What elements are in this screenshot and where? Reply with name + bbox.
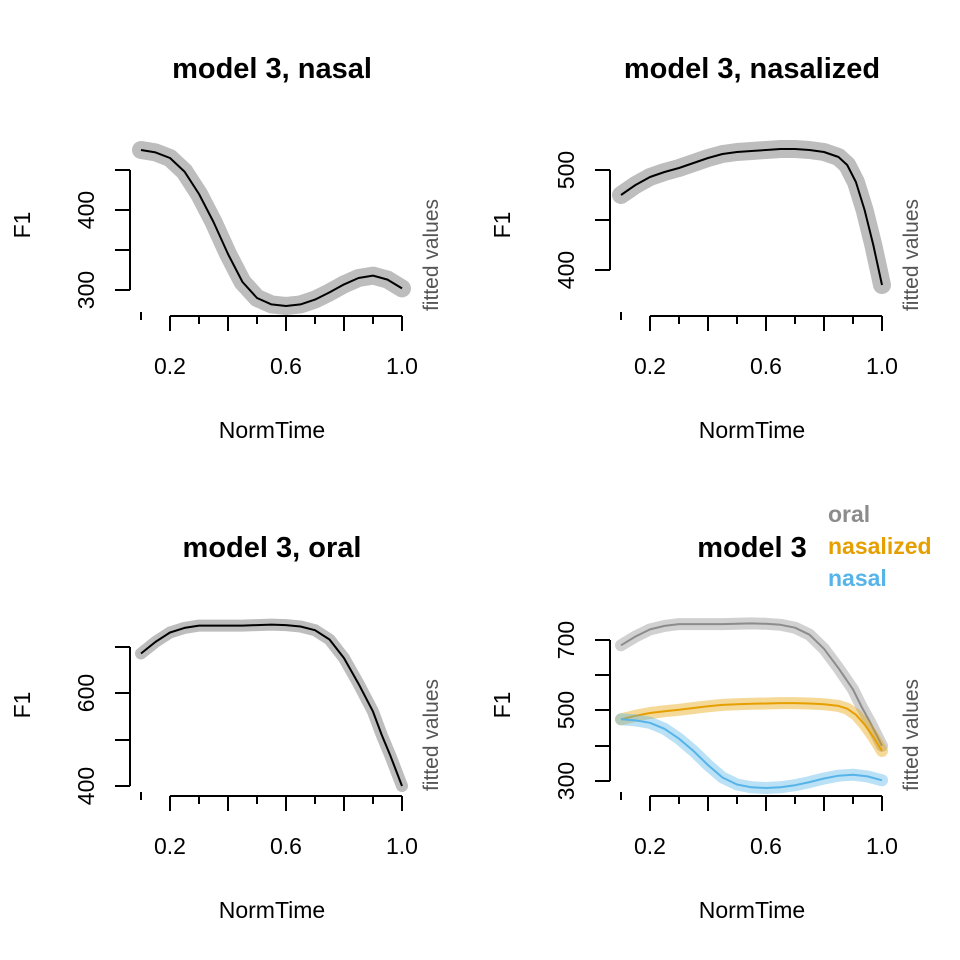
panel-title: model 3, nasal bbox=[172, 53, 372, 85]
x-axis-label: NormTime bbox=[219, 417, 325, 443]
legend-item-nasalized: nasalized bbox=[828, 533, 932, 559]
y-axis-label: F1 bbox=[9, 692, 35, 719]
plot-area bbox=[615, 617, 888, 794]
y-tick-label: 300 bbox=[553, 762, 579, 800]
x-axis-label: NormTime bbox=[699, 417, 805, 443]
x-tick-label: 1.0 bbox=[866, 833, 898, 859]
series-line-nasalized bbox=[620, 702, 883, 752]
legend-item-nasal: nasal bbox=[828, 565, 887, 591]
side-label: fitted values bbox=[420, 679, 443, 791]
confidence-band-series bbox=[612, 140, 891, 294]
x-tick-label: 0.2 bbox=[634, 833, 666, 859]
panel-title: model 3, oral bbox=[183, 532, 362, 564]
series-line-oral bbox=[620, 622, 883, 747]
y-axis: 700 500 300 F1 bbox=[489, 621, 611, 800]
y-axis: 500 400 F1 bbox=[489, 151, 611, 289]
x-tick-label: 0.6 bbox=[270, 353, 302, 379]
side-label: fitted values bbox=[420, 199, 443, 311]
y-axis-label: F1 bbox=[489, 692, 515, 719]
series-line-nasal bbox=[620, 718, 883, 789]
series-line-series bbox=[140, 623, 403, 787]
x-tick-label: 1.0 bbox=[866, 353, 898, 379]
y-axis-label: F1 bbox=[9, 212, 35, 239]
x-tick-label: 1.0 bbox=[386, 353, 418, 379]
confidence-band-series bbox=[135, 618, 408, 792]
x-tick-label: 0.6 bbox=[750, 833, 782, 859]
x-axis-label: NormTime bbox=[699, 897, 805, 923]
y-axis: 400 300 F1 bbox=[9, 169, 131, 309]
series-line-series bbox=[620, 148, 883, 286]
panel-oral: model 3, oral 0.2 0.6 1.0 NormTime 600 bbox=[9, 532, 443, 923]
legend-item-oral: oral bbox=[828, 501, 870, 527]
plot-area bbox=[135, 618, 408, 792]
x-axis: 0.2 0.6 1.0 NormTime bbox=[140, 312, 418, 443]
x-tick-label: 0.2 bbox=[154, 353, 186, 379]
panel-nasalized: model 3, nasalized 0.2 0.6 1.0 NormTime … bbox=[489, 53, 923, 443]
panel-title: model 3 bbox=[697, 532, 807, 564]
panel-title: model 3, nasalized bbox=[624, 53, 880, 85]
x-tick-label: 0.6 bbox=[750, 353, 782, 379]
confidence-band-series bbox=[132, 141, 411, 315]
x-tick-label: 0.6 bbox=[270, 833, 302, 859]
y-axis: 600 400 F1 bbox=[9, 646, 131, 805]
plot-area bbox=[132, 141, 411, 315]
y-tick-label: 700 bbox=[553, 621, 579, 659]
plot-area bbox=[612, 140, 891, 294]
side-label: fitted values bbox=[900, 199, 923, 311]
x-axis: 0.2 0.6 1.0 NormTime bbox=[620, 312, 898, 443]
legend: oral nasalized nasal bbox=[828, 501, 932, 591]
y-axis-label: F1 bbox=[489, 212, 515, 239]
x-axis: 0.2 0.6 1.0 NormTime bbox=[620, 792, 898, 923]
panel-nasal: model 3, nasal 0.2 0.6 1.0 NormTime 400 bbox=[9, 53, 443, 443]
x-tick-label: 1.0 bbox=[386, 833, 418, 859]
x-tick-label: 0.2 bbox=[634, 353, 666, 379]
y-tick-label: 600 bbox=[73, 674, 99, 712]
y-tick-label: 400 bbox=[553, 251, 579, 289]
y-tick-label: 500 bbox=[553, 691, 579, 729]
y-tick-label: 500 bbox=[553, 151, 579, 189]
panel-combined: model 3 oral nasalized nasal 0.2 0.6 1.0… bbox=[489, 501, 932, 923]
x-axis: 0.2 0.6 1.0 NormTime bbox=[140, 792, 418, 923]
x-axis-label: NormTime bbox=[219, 897, 325, 923]
y-tick-label: 400 bbox=[73, 767, 99, 805]
confidence-band-nasal bbox=[615, 713, 888, 794]
x-tick-label: 0.2 bbox=[154, 833, 186, 859]
side-label: fitted values bbox=[900, 679, 923, 791]
y-tick-label: 400 bbox=[73, 191, 99, 229]
series-line-series bbox=[140, 149, 403, 307]
y-tick-label: 300 bbox=[73, 271, 99, 309]
